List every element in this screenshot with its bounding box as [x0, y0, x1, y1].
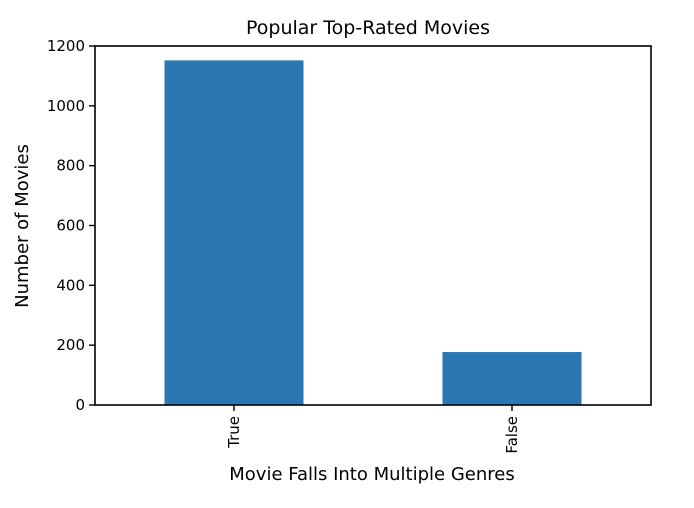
y-tick-label: 1000 — [47, 97, 85, 115]
y-axis-label: Number of Movies — [12, 144, 33, 308]
y-tick-label: 400 — [56, 276, 85, 294]
y-tick-label: 200 — [56, 336, 85, 354]
y-axis-ticks: 0 200 400 600 800 1000 1200 — [47, 37, 95, 414]
x-tick-label: False — [503, 416, 521, 454]
y-tick-label: 600 — [56, 217, 85, 235]
y-tick-label: 1200 — [47, 37, 85, 55]
chart-title: Popular Top-Rated Movies — [246, 17, 490, 39]
bar-false — [442, 352, 582, 405]
x-axis-ticks: True False — [225, 405, 521, 454]
bars-layer — [164, 60, 582, 406]
x-tick-label: True — [225, 416, 243, 449]
y-tick-label: 0 — [75, 396, 85, 414]
bar-true — [164, 60, 304, 406]
y-tick-label: 800 — [56, 157, 85, 175]
x-axis-label: Movie Falls Into Multiple Genres — [229, 464, 514, 485]
plot-area-frame — [94, 45, 652, 406]
